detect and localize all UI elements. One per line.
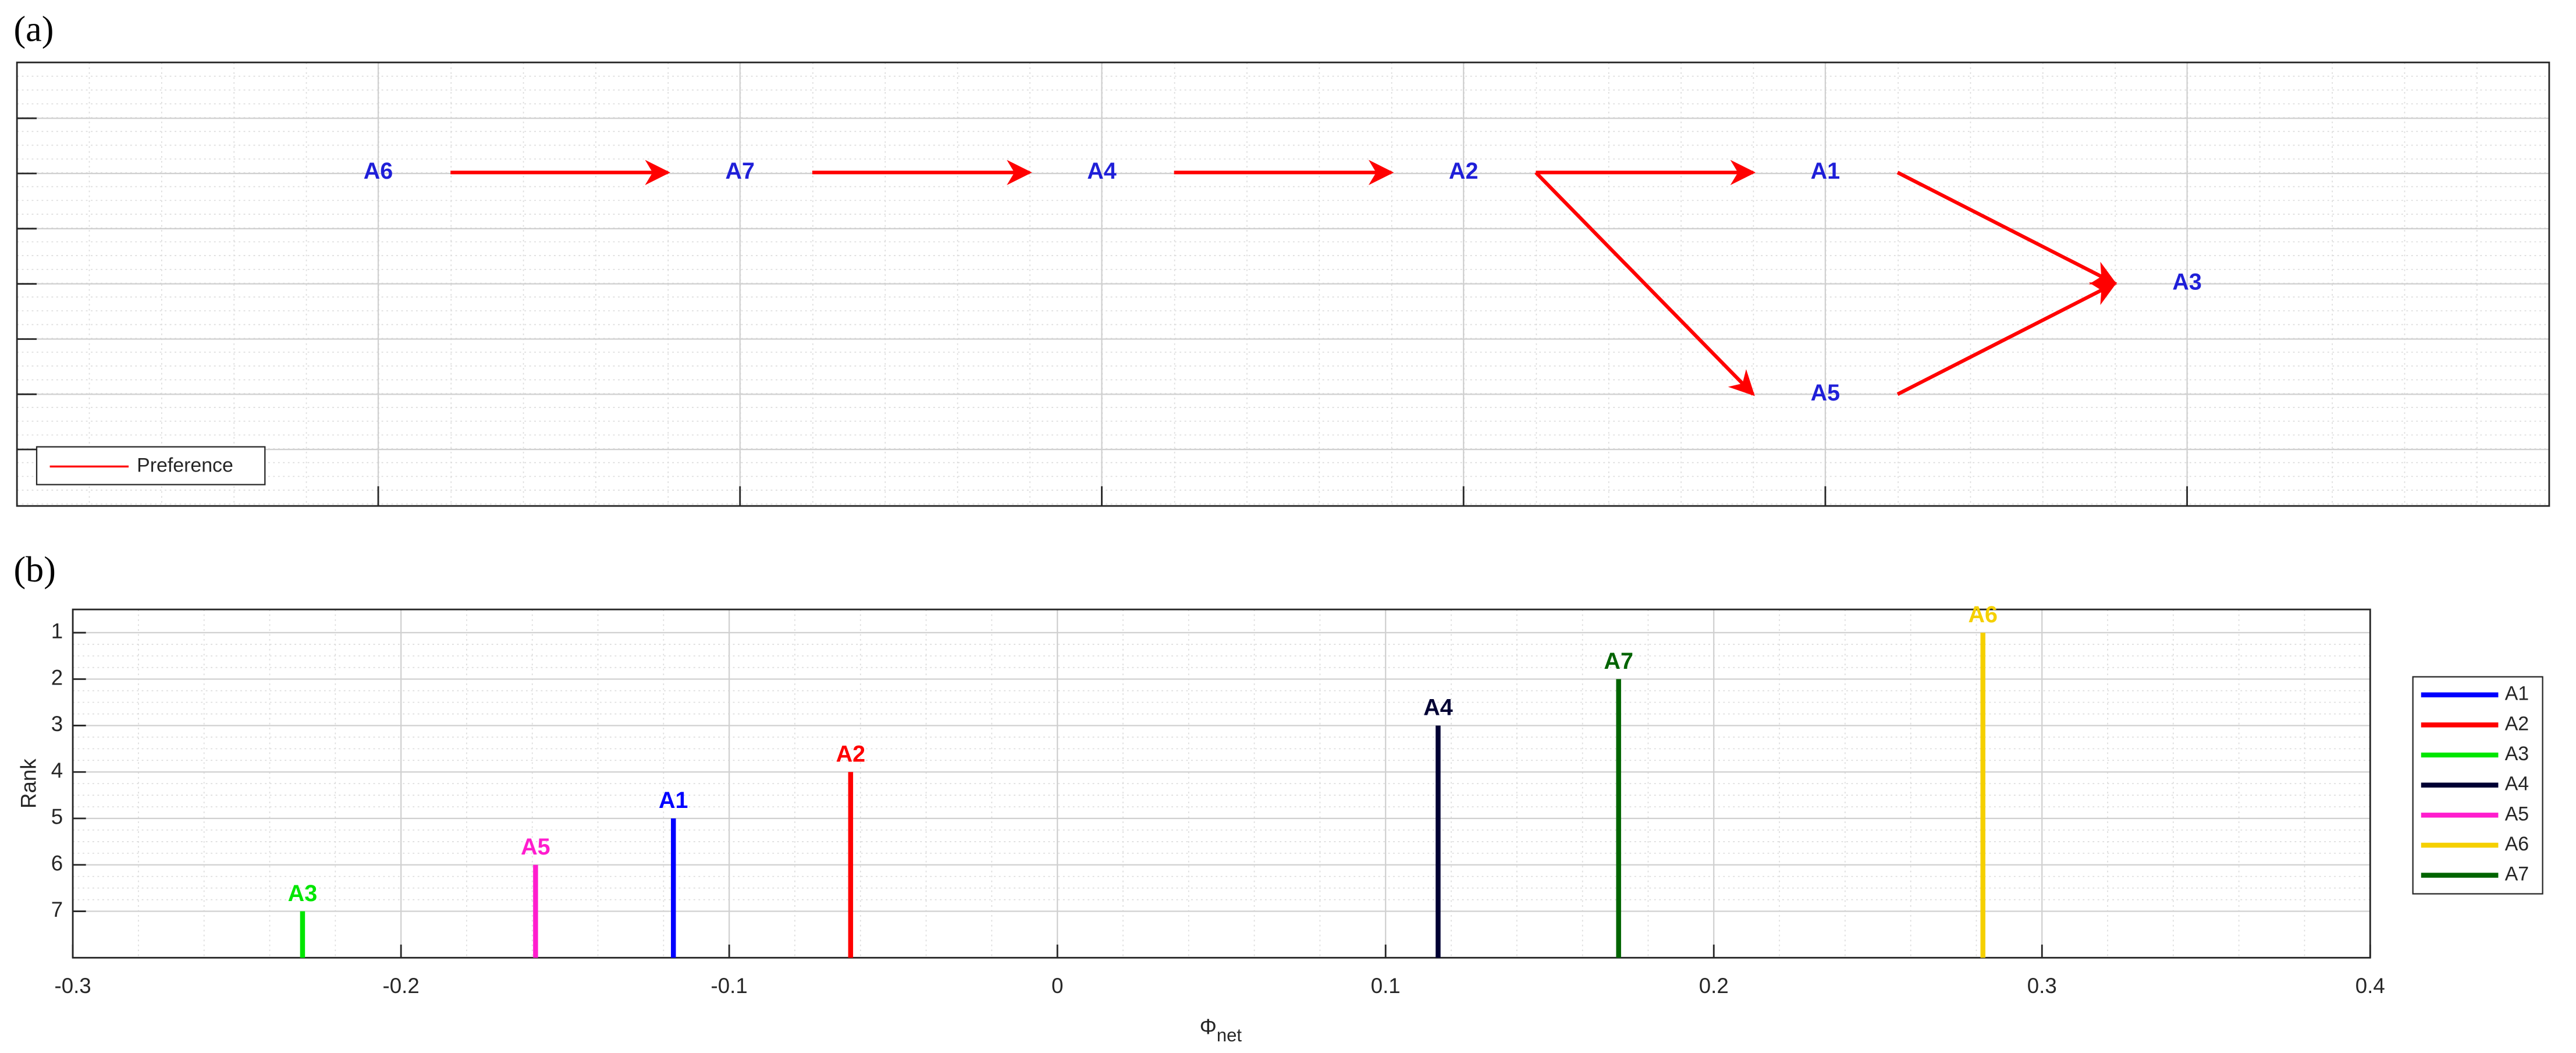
y-tick-label: 3 [51, 712, 63, 736]
legend-label: A1 [2505, 683, 2529, 705]
stem-label: A1 [659, 788, 688, 813]
axes-box [16, 61, 2550, 507]
node-label: A6 [364, 158, 393, 184]
x-tick-label: -0.1 [711, 974, 748, 998]
stem-label: A2 [836, 741, 866, 767]
legend-label: A2 [2505, 712, 2529, 735]
node-label: A2 [1449, 158, 1479, 184]
stem-label: A3 [288, 881, 317, 906]
legend-label: A3 [2505, 743, 2529, 765]
preference-arrow [1896, 282, 2117, 396]
node-label: A4 [1087, 158, 1117, 184]
x-tick-label: 0.1 [1371, 974, 1401, 998]
preference-arrow [1896, 171, 2117, 285]
panel-label: (a) [14, 10, 54, 49]
x-tick-label: 0.2 [1699, 974, 1729, 998]
x-tick-label: -0.3 [55, 974, 91, 998]
y-tick-label: 2 [51, 665, 63, 689]
y-tick-label: 4 [51, 758, 63, 782]
stem-label: A7 [1604, 648, 1633, 674]
y-tick-label: 6 [51, 851, 63, 875]
legend-label: A5 [2505, 803, 2529, 825]
x-axis-label-sub: net [1217, 1025, 1242, 1045]
panel-label: (b) [14, 550, 56, 590]
stem-label: A5 [521, 834, 550, 860]
stem-label: A4 [1423, 695, 1453, 721]
legend-label: A7 [2505, 863, 2529, 885]
x-tick-label: 0.3 [2027, 974, 2057, 998]
x-axis-label-main: Φ [1200, 1015, 1217, 1038]
preference-arrow [1534, 171, 1755, 396]
node-label: A1 [1811, 158, 1840, 184]
y-tick-label: 1 [51, 619, 63, 643]
legend-label: Preference [137, 454, 233, 476]
legend-label: A4 [2505, 773, 2529, 795]
x-tick-label: 0 [1051, 974, 1063, 998]
y-tick-label: 5 [51, 805, 63, 829]
axes-box [72, 608, 2371, 959]
y-axis-label: Rank [16, 758, 40, 809]
node-label: A3 [2172, 269, 2202, 295]
legend-label: A6 [2505, 833, 2529, 855]
node-label: A5 [1811, 380, 1840, 406]
x-axis-label: Φnet [1200, 1015, 1242, 1045]
node-label: A7 [725, 158, 755, 184]
x-tick-label: 0.4 [2355, 974, 2385, 998]
y-tick-label: 7 [51, 898, 63, 921]
stem-label: A6 [1968, 602, 1998, 627]
x-tick-label: -0.2 [383, 974, 420, 998]
